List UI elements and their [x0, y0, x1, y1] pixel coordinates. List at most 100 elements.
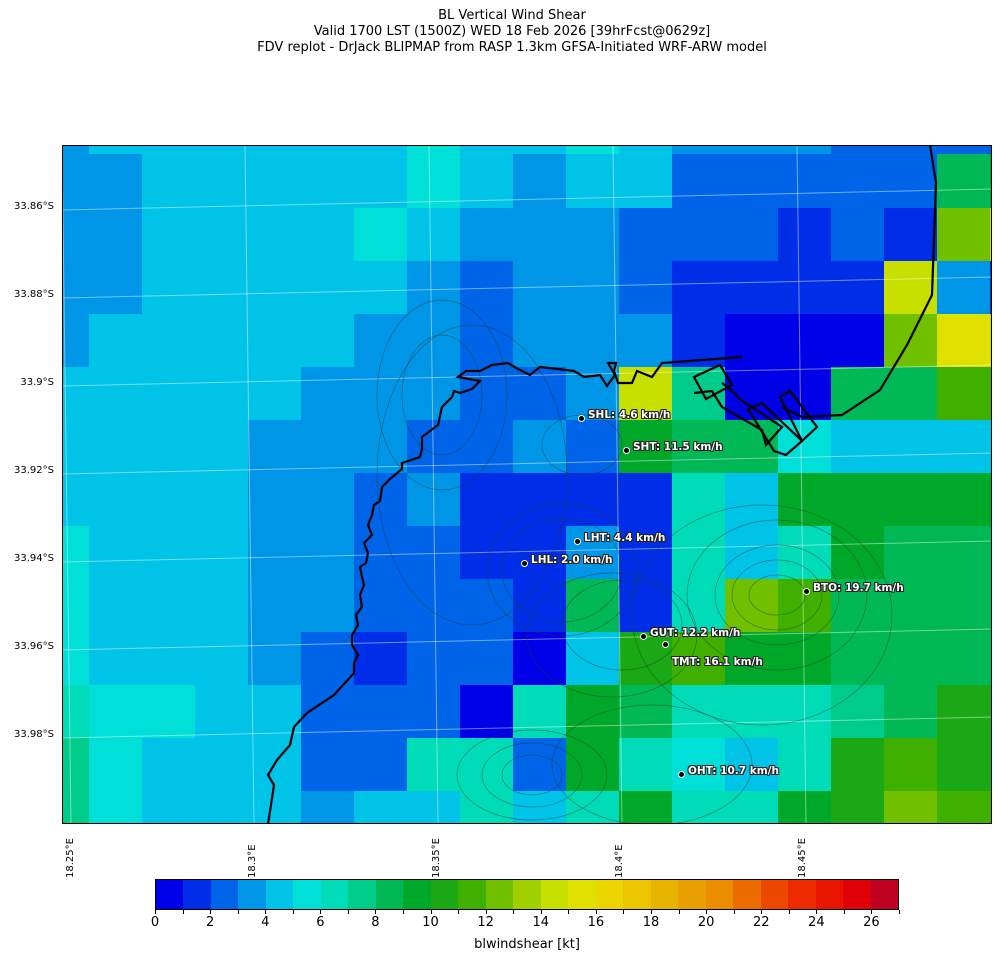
- colorbar-bin: [788, 880, 816, 909]
- station-label: BTO: 19.7 km/h: [813, 582, 904, 594]
- heatmap-cell: [619, 208, 672, 261]
- heatmap-cell: [990, 632, 991, 685]
- heatmap-cell: [725, 154, 778, 208]
- station-label: SHL: 4.6 km/h: [588, 409, 671, 421]
- heatmap-cell: [460, 738, 513, 791]
- heatmap-cell: [619, 261, 672, 314]
- heatmap-cell: [354, 526, 407, 579]
- heatmap-cell: [460, 367, 513, 420]
- y-tick-label: 33.86°S: [14, 201, 54, 212]
- heatmap-cell: [513, 579, 566, 632]
- colorbar-tick-label: 6: [316, 915, 325, 930]
- heatmap-cell: [195, 420, 248, 473]
- heatmap-cell: [937, 154, 990, 208]
- heatmap-cell: [831, 791, 884, 823]
- colorbar-tick-label: 24: [808, 915, 825, 930]
- colorbar-bin: [513, 880, 541, 909]
- colorbar-bin: [320, 880, 349, 909]
- heatmap-cell: [725, 473, 778, 526]
- heatmap-cell: [725, 261, 778, 314]
- heatmap-cell: [460, 420, 513, 473]
- heatmap-cell: [937, 526, 990, 579]
- heatmap-cell: [937, 473, 990, 526]
- y-tick-label: 33.92°S: [14, 465, 54, 476]
- heatmap-cell: [301, 685, 354, 738]
- colorbar-tick-label: 0: [150, 915, 160, 930]
- colorbar-tick-label: 14: [532, 915, 550, 930]
- heatmap-cell: [248, 154, 301, 208]
- heatmap-cell: [566, 738, 619, 791]
- heatmap-cell: [89, 146, 142, 154]
- colorbar-tick-label: 2: [205, 915, 215, 930]
- heatmap-cell: [407, 632, 460, 685]
- heatmap-cell: [778, 261, 831, 314]
- heatmap-cell: [619, 146, 672, 154]
- heatmap-cell: [248, 579, 301, 632]
- heatmap-cell: [566, 420, 619, 473]
- heatmap-cell: [354, 367, 407, 420]
- heatmap-cell: [831, 473, 884, 526]
- heatmap-cell: [884, 791, 937, 823]
- colorbar-tick: [403, 910, 404, 914]
- colorbar-bin: [156, 880, 184, 909]
- colorbar-bin: [485, 880, 514, 909]
- heatmap-cell: [248, 367, 301, 420]
- heatmap-cell: [142, 208, 195, 261]
- heatmap-cell: [63, 146, 89, 154]
- y-tick-label: 33.9°S: [20, 377, 54, 388]
- heatmap-cell: [831, 420, 884, 473]
- heatmap-cell: [831, 526, 884, 579]
- colorbar-bin: [430, 880, 459, 909]
- colorbar-tick: [155, 910, 156, 914]
- y-tick-label: 33.88°S: [14, 289, 54, 300]
- heatmap-cell: [990, 473, 991, 526]
- heatmap-cell: [778, 473, 831, 526]
- heatmap-cell: [63, 526, 89, 579]
- heatmap-cell: [831, 146, 884, 154]
- x-tick-label: 18.25°E: [65, 838, 76, 878]
- heatmap-cell: [89, 261, 142, 314]
- colorbar-bin: [760, 880, 789, 909]
- heatmap-cell: [725, 367, 778, 420]
- heatmap-cell: [937, 208, 990, 261]
- heatmap-cell: [354, 208, 407, 261]
- heatmap-cell: [990, 685, 991, 738]
- heatmap-cell: [407, 154, 460, 208]
- heatmap-cell: [142, 632, 195, 685]
- station-label: GUT: 12.2 km/h: [650, 627, 741, 639]
- chart-source: FDV replot - DrJack BLIPMAP from RASP 1.…: [257, 40, 767, 55]
- heatmap-cell: [937, 420, 990, 473]
- heatmap-cell: [195, 208, 248, 261]
- heatmap-cell: [142, 420, 195, 473]
- heatmap-cell: [990, 154, 991, 208]
- heatmap-cell: [89, 367, 142, 420]
- heatmap-cell: [778, 791, 831, 823]
- heatmap-cell: [301, 738, 354, 791]
- station-marker-icon: [520, 559, 528, 567]
- heatmap-cell: [142, 579, 195, 632]
- colorbar-bin: [540, 880, 569, 909]
- heatmap-cell: [63, 154, 89, 208]
- heatmap-cell: [884, 420, 937, 473]
- heatmap-cell: [195, 473, 248, 526]
- heatmap-cell: [142, 314, 195, 367]
- heatmap-cell: [407, 261, 460, 314]
- heatmap-cell: [513, 420, 566, 473]
- colorbar-bin: [238, 880, 266, 909]
- colorbar-label: blwindshear [kt]: [474, 937, 580, 952]
- heatmap-cell: [725, 685, 778, 738]
- heatmap-cell: [63, 685, 89, 738]
- heatmap-cell: [778, 367, 831, 420]
- heatmap-cell: [195, 526, 248, 579]
- heatmap-cell: [937, 261, 990, 314]
- heatmap-cell: [672, 367, 725, 420]
- station-marker-icon: [622, 446, 630, 454]
- heatmap-cell: [990, 420, 991, 473]
- heatmap-cell: [672, 473, 725, 526]
- heatmap-cell: [354, 261, 407, 314]
- heatmap-cell: [63, 579, 89, 632]
- heatmap-cell: [63, 314, 89, 367]
- colorbar-tick: [292, 910, 294, 914]
- heatmap-cell: [725, 314, 778, 367]
- heatmap-cell: [63, 738, 89, 791]
